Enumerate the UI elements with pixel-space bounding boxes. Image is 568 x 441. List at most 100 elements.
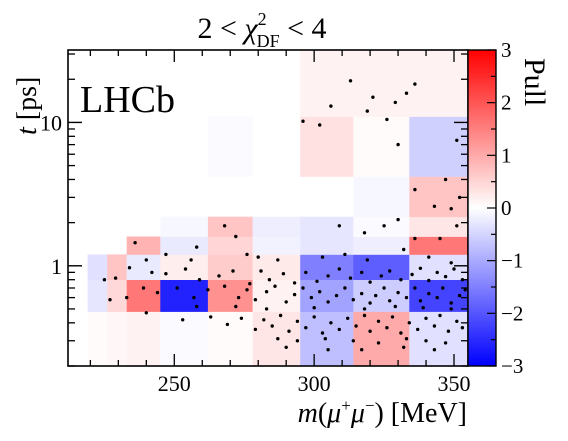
- data-point: [438, 313, 442, 318]
- data-point: [404, 295, 409, 300]
- data-point: [346, 316, 350, 320]
- heatmap-cell: [126, 279, 161, 312]
- data-point: [222, 224, 227, 228]
- data-point: [374, 293, 378, 298]
- data-point: [264, 307, 269, 311]
- y-label-t: t: [12, 126, 43, 135]
- data-point: [320, 331, 325, 335]
- title-prefix: 2 <: [197, 12, 244, 45]
- data-point: [192, 295, 196, 300]
- data-point: [304, 326, 308, 330]
- heatmap-cell: [107, 279, 128, 312]
- title-sub: DF: [257, 31, 280, 51]
- data-point: [329, 321, 333, 325]
- x-label-rest: ) [MeV]: [374, 398, 467, 429]
- data-point: [343, 252, 347, 257]
- data-point: [360, 270, 364, 275]
- data-point: [402, 247, 406, 252]
- heatmap-cell: [353, 216, 410, 237]
- heatmap-cell: [107, 311, 128, 367]
- data-point: [463, 288, 467, 292]
- data-point: [393, 304, 397, 309]
- data-point: [164, 252, 168, 257]
- x-tick-label: 250: [158, 371, 191, 396]
- data-point: [329, 104, 333, 108]
- data-point: [267, 278, 272, 282]
- y-label-rest: [ps]: [12, 77, 43, 128]
- data-point: [360, 348, 364, 352]
- data-point: [276, 337, 280, 341]
- data-point: [452, 267, 456, 271]
- data-point: [413, 82, 417, 86]
- data-point: [323, 337, 327, 341]
- data-point: [287, 329, 291, 333]
- data-point: [368, 301, 372, 305]
- colorbar-tick-label: 3: [501, 38, 512, 62]
- heatmap-cell: [252, 254, 301, 280]
- x-label-mu2: μ: [350, 398, 365, 429]
- data-point: [393, 100, 397, 105]
- data-point: [326, 274, 330, 278]
- data-point: [360, 291, 364, 296]
- data-point: [402, 345, 406, 349]
- data-point: [337, 327, 341, 332]
- data-point: [234, 234, 238, 239]
- data-point: [396, 142, 400, 147]
- heatmap-cell: [207, 254, 254, 280]
- data-point: [449, 207, 453, 211]
- data-point: [320, 255, 325, 259]
- data-point: [127, 266, 132, 270]
- heatmap-cell: [107, 254, 128, 280]
- data-point: [295, 339, 300, 343]
- heatmap-cell: [409, 311, 469, 367]
- y-axis-ticks: 1 10: [40, 53, 468, 367]
- heatmap-cell: [300, 236, 354, 255]
- colorbar-tick-label: −2: [501, 301, 523, 325]
- data-point: [253, 327, 258, 332]
- data-point: [354, 324, 358, 328]
- data-point: [371, 95, 375, 99]
- heatmap-cell: [207, 311, 254, 367]
- data-point: [141, 286, 146, 290]
- heatmap-cell: [353, 279, 410, 312]
- data-point: [368, 329, 372, 333]
- data-point: [318, 290, 322, 294]
- data-point: [113, 276, 118, 280]
- x-label-plus: +: [341, 396, 351, 415]
- data-point: [295, 319, 300, 323]
- data-point: [413, 187, 417, 192]
- data-points: [102, 79, 467, 352]
- data-point: [236, 295, 241, 300]
- data-point: [284, 345, 288, 349]
- data-point: [365, 109, 369, 113]
- data-point: [155, 290, 160, 295]
- heatmap-cell: [160, 236, 209, 255]
- data-point: [449, 261, 453, 265]
- data-point: [312, 306, 316, 310]
- data-point: [125, 295, 129, 300]
- data-point: [245, 252, 249, 257]
- heatmap-cell: [160, 216, 209, 237]
- data-point: [264, 290, 269, 294]
- data-point: [432, 324, 437, 328]
- title-sup: 2: [258, 9, 267, 29]
- heatmap-cell: [87, 254, 108, 280]
- colorbar-tick-label: 1: [501, 143, 512, 167]
- data-point: [396, 290, 400, 295]
- heatmap-cell: [207, 116, 254, 177]
- colorbar-tick-label: 0: [501, 196, 512, 220]
- data-point: [175, 286, 179, 290]
- colorbar-label: Pull: [518, 58, 551, 106]
- chart-title: 2 < χ2 DF < 4: [197, 9, 326, 51]
- heatmap-cell: [160, 279, 209, 312]
- data-point: [438, 236, 442, 241]
- heatmap-cell: [207, 279, 254, 312]
- data-point: [404, 91, 409, 95]
- data-point: [278, 313, 283, 318]
- data-point: [326, 348, 330, 352]
- heatmap-cell: [160, 311, 209, 367]
- data-point: [259, 269, 263, 273]
- data-point: [443, 341, 448, 345]
- data-point: [217, 274, 221, 278]
- data-point: [209, 315, 213, 319]
